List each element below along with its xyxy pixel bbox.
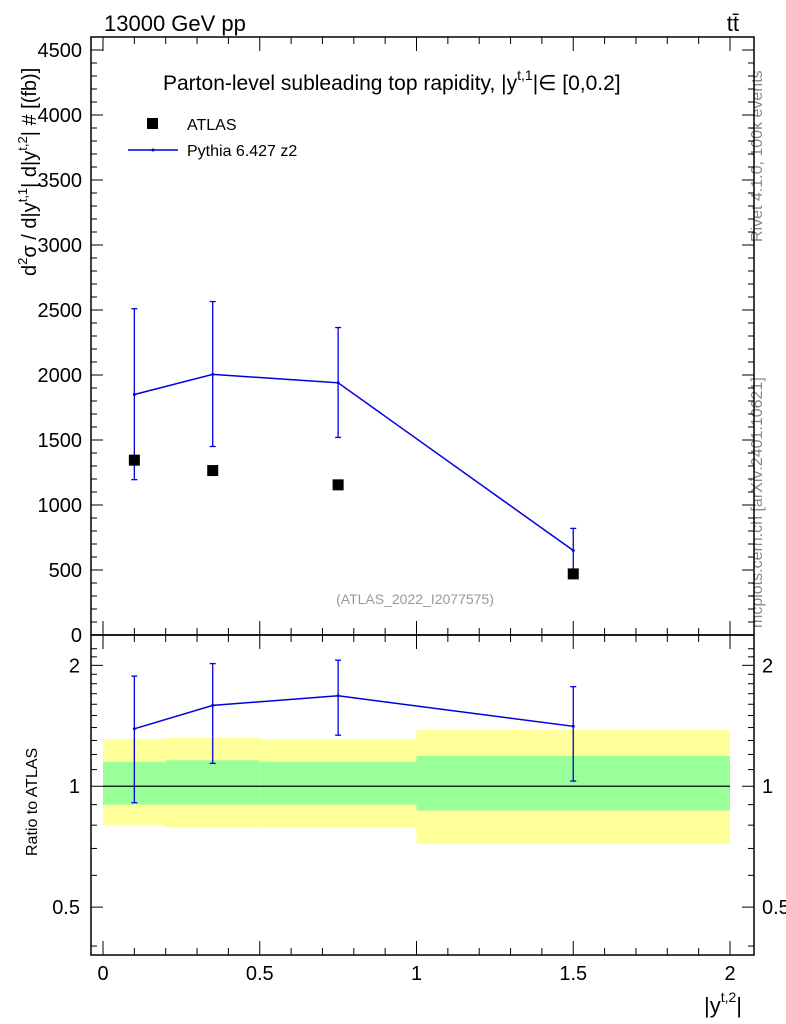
ratio-y-tick-label-right: 1 (762, 776, 773, 798)
ratio-series (131, 659, 577, 804)
mc-point (336, 381, 340, 385)
x-tick-label: 1 (411, 963, 422, 985)
xlabel-tail: | (736, 993, 742, 1018)
main-panel: 0 500 1000 1500 2000 2500 3000 3500 4000 4500 Par… (15, 36, 755, 647)
ratio-mc-point (571, 724, 575, 728)
x-tick-label: 0.5 (246, 963, 274, 985)
ylabel-b: 2 (15, 258, 30, 265)
legend-mc-marker (151, 148, 155, 152)
x-tick-label: 2 (724, 963, 735, 985)
atlas-data-point (207, 465, 219, 477)
main-y-tick-label: 2000 (38, 365, 83, 387)
title-tail: |∈ [0,0.2] (533, 72, 621, 95)
main-y-tick-label: 3000 (38, 235, 83, 257)
x-axis-label: |yt,2| (704, 989, 742, 1018)
ratio-mc-line (134, 694, 574, 730)
ratio-y-tick-label: 0.5 (52, 897, 80, 919)
main-y-tick-label: 1500 (38, 430, 83, 452)
main-series (128, 300, 579, 580)
legend-mc-label: Pythia 6.427 z2 (187, 143, 297, 160)
title-main: Parton-level subleading top rapidity, |y (163, 72, 518, 95)
x-tick-label: 0 (97, 963, 108, 985)
mc-point (571, 549, 575, 552)
main-y-axis-label: d2σ / d|yt,1| d|yt,2| # [(fb)] (15, 68, 41, 276)
ratio-bands (103, 730, 730, 844)
main-y-tick-label: 2500 (38, 300, 83, 322)
ratio-y-tick-label-right: 0.5 (762, 897, 786, 919)
energy-label: 13000 GeV pp (104, 11, 246, 36)
ratio-y-tick-label: 2 (69, 655, 80, 677)
ratio-axes (91, 635, 754, 955)
watermark: (ATLAS_2022_I2077575) (336, 591, 494, 607)
ratio-tick-labels: 0.5 0.5 1 1 2 2 0 0.5 1 1.5 2 (52, 655, 786, 985)
main-y-tick-labels: 0 500 1000 1500 2000 2500 3000 3500 4000 4500 (38, 40, 83, 647)
ratio-mc-point (336, 694, 340, 698)
mc-point (211, 372, 215, 376)
ratio-mc-point (132, 727, 136, 731)
mcplots-label: mcplots.cern.ch [arXiv:2401.10621] (749, 377, 766, 628)
main-y-tick-label: 4500 (38, 40, 83, 62)
ylabel-e: | d|y (19, 151, 41, 188)
legend-data-label: ATLAS (187, 117, 237, 134)
main-axes (91, 37, 754, 636)
atlas-data-point (128, 454, 140, 466)
ylabel-a: d (19, 265, 41, 276)
main-title: Parton-level subleading top rapidity, |y… (163, 67, 621, 95)
mc-point (132, 393, 136, 396)
ylabel-g: | # [(fb)] (19, 68, 41, 137)
ratio-y-tick-label-right: 2 (762, 655, 773, 677)
legend-data-marker (147, 118, 158, 129)
ylabel-f: t,2 (15, 136, 30, 150)
main-y-tick-label: 4000 (38, 105, 83, 127)
ratio-y-axis-label: Ratio to ATLAS (24, 748, 41, 856)
ratio-band-inner (165, 760, 260, 805)
x-tick-label: 1.5 (559, 963, 587, 985)
main-y-tick-label: 0 (71, 625, 82, 647)
xlabel-main: |y (704, 993, 721, 1018)
ratio-y-tick-label: 1 (69, 776, 80, 798)
ylabel-d: t,1 (15, 188, 30, 202)
main-y-tick-label: 500 (49, 560, 82, 582)
main-y-tick-label: 1000 (38, 495, 83, 517)
ratio-band-inner (259, 761, 417, 805)
title-sup: t,1 (517, 67, 533, 83)
xlabel-sup: t,2 (721, 989, 737, 1005)
ratio-panel: 0.5 0.5 1 1 2 2 0 0.5 1 1.5 2 Ratio to ATLAS |yt,2… (24, 634, 786, 1018)
atlas-data-point (567, 568, 579, 580)
main-y-tick-label: 3500 (38, 170, 83, 192)
process-label: tt̄ (727, 11, 739, 36)
mc-line (134, 373, 574, 552)
ratio-mc-point (211, 703, 215, 707)
atlas-data-point (332, 479, 344, 491)
ratio-frame (90, 634, 755, 956)
rivet-label: Rivet 4.1.0, 100k events (749, 70, 766, 242)
ylabel-c: σ / d|y (19, 202, 41, 257)
